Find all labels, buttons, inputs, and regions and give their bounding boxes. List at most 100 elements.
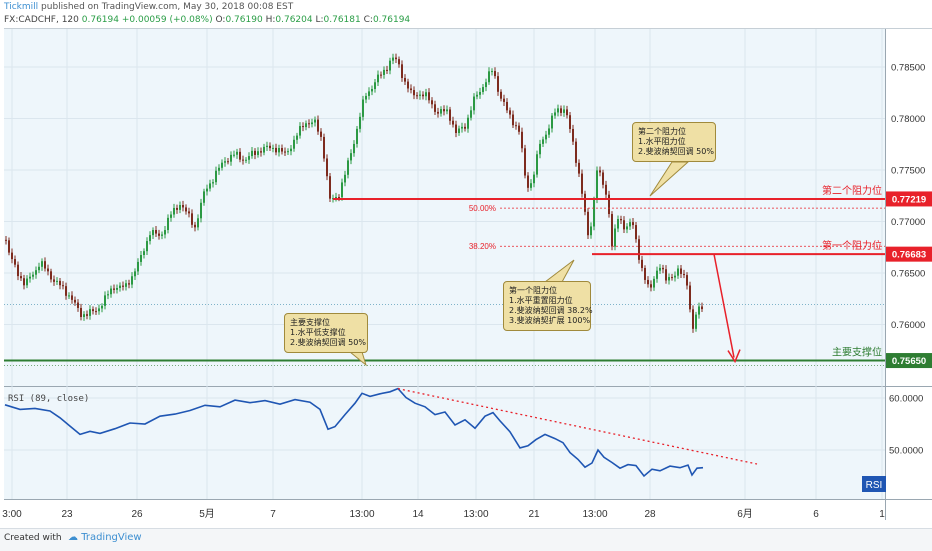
candle-body	[407, 81, 409, 89]
close-label: C:	[363, 15, 373, 25]
candle-body	[542, 139, 544, 144]
candle-body	[557, 108, 559, 113]
candle-body	[308, 123, 310, 125]
candle-body	[206, 188, 208, 192]
candle-body	[440, 109, 442, 114]
rsi-tick-label: 50.0000	[889, 446, 923, 457]
x-tick-label: 6	[813, 509, 819, 520]
candle-body	[95, 311, 97, 313]
candle-body	[677, 268, 679, 276]
price-axis-area[interactable]	[885, 28, 932, 499]
candle-body	[524, 148, 526, 176]
ohlc-readout: FX:CADCHF, 120 0.76194 +0.00059 (+0.08%)…	[4, 14, 410, 27]
candle-body	[620, 218, 622, 221]
candle-body	[503, 98, 505, 102]
candle-body	[26, 278, 28, 286]
note-line: 2.斐波纳契回调 50%	[638, 147, 714, 156]
candle-body	[173, 207, 175, 215]
x-tick-label: 3:00	[2, 509, 22, 520]
candle-body	[518, 125, 520, 132]
candle-body	[11, 252, 13, 260]
candle-body	[533, 174, 535, 184]
candle-body	[638, 239, 640, 260]
level-price-value: 0.76683	[892, 250, 926, 261]
candle-body	[614, 228, 616, 247]
rsi-badge-label: RSI	[866, 480, 883, 491]
candle-body	[32, 274, 34, 277]
candle-body	[410, 88, 412, 91]
candle-body	[344, 174, 346, 183]
level-label: 第一个阻力位	[822, 239, 882, 252]
price-tick-label: 0.77000	[891, 217, 925, 228]
candle-body	[29, 276, 31, 279]
rsi-badge[interactable]	[862, 476, 886, 492]
candle-body	[182, 204, 184, 208]
x-tick-label: 14	[412, 509, 424, 520]
candle-body	[170, 214, 172, 218]
fib-level-label: 38.20%	[469, 242, 496, 251]
candle-body	[521, 131, 523, 149]
candle-body	[350, 153, 352, 161]
candle-body	[284, 151, 286, 153]
candle-body	[203, 191, 205, 203]
candle-body	[209, 183, 211, 189]
candle-body	[23, 278, 25, 286]
level-price-badge	[886, 353, 932, 369]
low-value: 0.76181	[323, 15, 361, 25]
x-tick-label: 23	[61, 509, 73, 520]
candle-body	[659, 267, 661, 271]
price-tick-label: 0.78500	[891, 63, 925, 74]
candle-body	[680, 268, 682, 274]
candle-body	[530, 183, 532, 188]
axes: 3:00 23 26 5月 7 13:00 14 13:00 21 13:00 28 6月 6 1 0.78…	[2, 63, 925, 521]
candle-body	[602, 172, 604, 185]
candle-body	[578, 162, 580, 174]
candle-body	[392, 57, 394, 61]
x-tick-label: 13:00	[463, 509, 488, 520]
candle-body	[83, 314, 85, 318]
level-label: 第二个阻力位	[822, 184, 882, 197]
candle-body	[149, 235, 151, 242]
candle-body	[647, 279, 649, 285]
candle-body	[566, 109, 568, 116]
candle-body	[554, 112, 556, 116]
chart-header: Tickmill published on TradingView.com, M…	[4, 1, 293, 14]
candle-body	[200, 202, 202, 219]
candle-body	[146, 241, 148, 252]
annotation-second-resistance: 第二个阻力位 1.水平阻力位 2.斐波纳契回调 50%	[632, 122, 716, 162]
projection-arrow-head	[727, 349, 741, 364]
candle-body	[290, 148, 292, 152]
candle-body	[671, 277, 673, 279]
note-line: 主要支撑位	[290, 318, 330, 327]
candle-body	[482, 87, 484, 92]
x-tick-label: 28	[644, 509, 656, 520]
candle-body	[8, 240, 10, 253]
x-tick-label: 21	[528, 509, 540, 520]
candle-body	[101, 305, 103, 309]
candle-body	[389, 60, 391, 71]
candle-body	[125, 283, 127, 287]
candle-body	[266, 145, 268, 147]
note-line: 1.水平阻力位	[638, 137, 686, 146]
candle-body	[128, 283, 130, 285]
publisher-brand[interactable]: Tickmill	[4, 2, 39, 12]
candle-body	[104, 295, 106, 306]
candle-body	[368, 91, 370, 96]
candle-body	[386, 69, 388, 71]
note-line: 3.斐波纳契扩展 100%	[509, 316, 591, 325]
candle-body	[428, 92, 430, 101]
candle-body	[377, 74, 379, 83]
candle-body	[536, 154, 538, 175]
candle-body	[275, 147, 277, 153]
price-panel[interactable]	[4, 28, 885, 386]
candle-body	[155, 230, 157, 234]
note-line: 1.水平重置阻力位	[509, 296, 573, 305]
candle-body	[137, 261, 139, 272]
rsi-line	[4, 387, 704, 478]
candle-body	[59, 280, 61, 286]
rsi-panel[interactable]	[4, 387, 885, 499]
footer-tradingview-link[interactable]: ☁ TradingView	[68, 532, 142, 543]
symbol-label: FX:CADCHF, 120	[4, 15, 79, 25]
candle-body	[131, 276, 133, 285]
candle-body	[47, 268, 49, 272]
